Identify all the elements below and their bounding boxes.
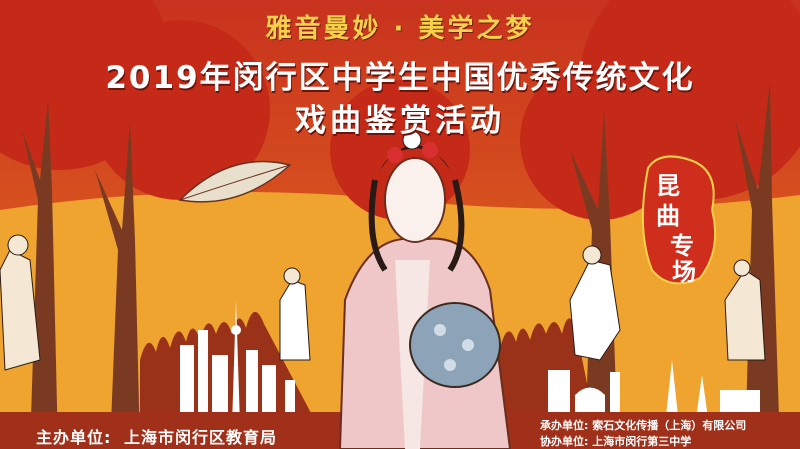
host-label: 主办单位: [36, 428, 112, 447]
badge-char-2: 曲 [656, 201, 680, 230]
kunqu-special-badge: 昆 曲 专 场 [644, 160, 716, 286]
kunqu-badge-shape [641, 155, 717, 285]
badge-char-1: 昆 [656, 171, 680, 200]
right-performer-illustration [279, 245, 766, 361]
co-organizer: 协办单位: 上海市闵行第三中学 [540, 433, 691, 449]
event-title-line-2: 戏曲鉴赏活动 [295, 103, 505, 139]
co-organizer-value: 上海市闵行第三中学 [592, 435, 692, 448]
badge-char-3: 专 [670, 231, 694, 260]
undertaker-label: 承办单位: [540, 419, 589, 432]
undertaker-organizer: 承办单位: 索石文化传播（上海）有限公司 [540, 417, 746, 433]
event-slogan: 雅音曼妙 · 美学之梦 [265, 14, 535, 44]
badge-char-4: 场 [672, 257, 696, 286]
event-title-line-1: 2019年闵行区中学生中国优秀传统文化 [105, 60, 695, 96]
co-organizer-label: 协办单位: [540, 435, 589, 448]
host-organizer: 主办单位: 上海市闵行区教育局 [36, 424, 283, 448]
banana-leaf [178, 160, 292, 203]
undertaker-value: 索石文化传播（上海）有限公司 [592, 419, 747, 432]
opera-performer-illustration [338, 130, 512, 449]
left-performer-illustration [0, 234, 41, 371]
host-value: 上海市闵行区教育局 [123, 428, 277, 447]
